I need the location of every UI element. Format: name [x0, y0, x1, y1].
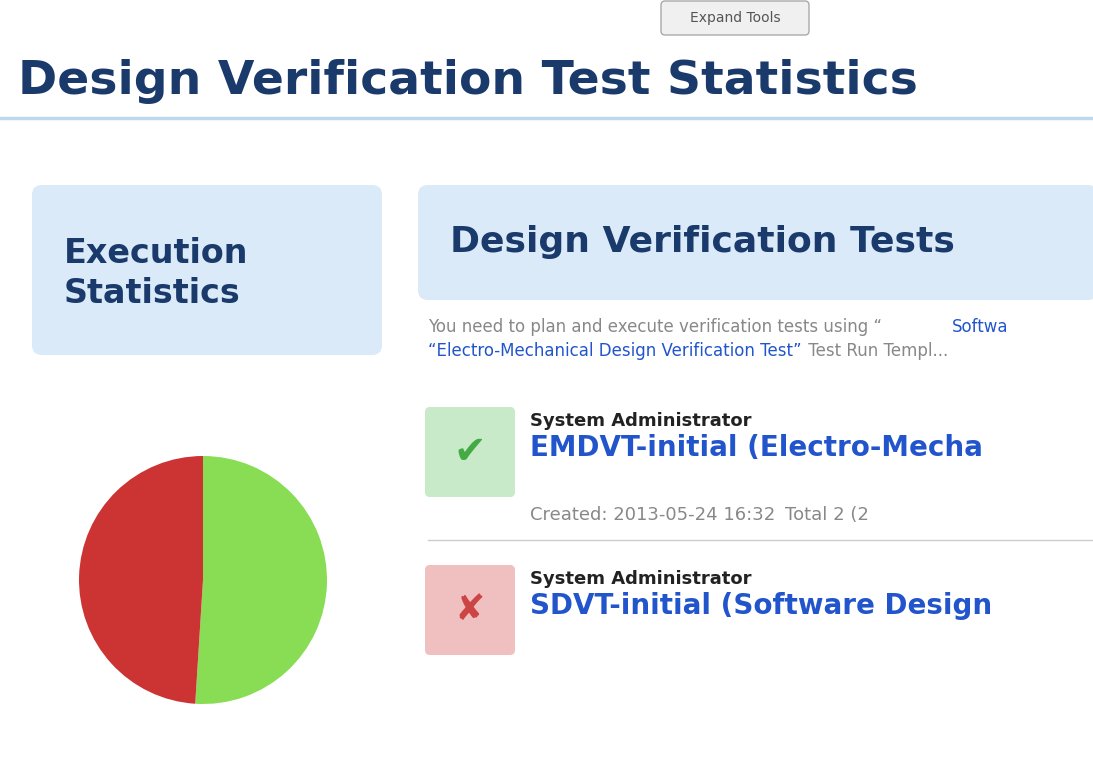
Text: You need to plan and execute verification tests using “: You need to plan and execute verificatio… [428, 318, 882, 336]
Text: “Electro-Mechanical Design Verification Test”: “Electro-Mechanical Design Verification … [428, 342, 801, 360]
Text: EMDVT-initial (Electro-Mecha: EMDVT-initial (Electro-Mecha [530, 434, 983, 462]
Text: Statistics: Statistics [64, 277, 240, 310]
Text: Test Run Templ...: Test Run Templ... [803, 342, 949, 360]
Text: System Administrator: System Administrator [530, 570, 752, 588]
Text: ✘: ✘ [455, 593, 485, 627]
FancyBboxPatch shape [425, 565, 515, 655]
Text: Created: 2013-05-24 16:32: Created: 2013-05-24 16:32 [530, 506, 775, 524]
Wedge shape [196, 456, 327, 704]
Text: System Administrator: System Administrator [530, 412, 752, 430]
Text: Execution: Execution [64, 237, 248, 270]
FancyBboxPatch shape [32, 185, 381, 355]
Text: Design Verification Test Statistics: Design Verification Test Statistics [17, 60, 918, 105]
Text: Design Verification Tests: Design Verification Tests [450, 225, 955, 259]
FancyBboxPatch shape [661, 1, 809, 35]
Text: Expand Tools: Expand Tools [690, 11, 780, 25]
Text: Softwa: Softwa [952, 318, 1009, 336]
Wedge shape [79, 456, 203, 704]
FancyBboxPatch shape [425, 407, 515, 497]
Text: ✔: ✔ [454, 433, 486, 471]
FancyBboxPatch shape [418, 185, 1093, 300]
Text: Total 2 (2: Total 2 (2 [785, 506, 869, 524]
Text: SDVT-initial (Software Design: SDVT-initial (Software Design [530, 592, 992, 620]
